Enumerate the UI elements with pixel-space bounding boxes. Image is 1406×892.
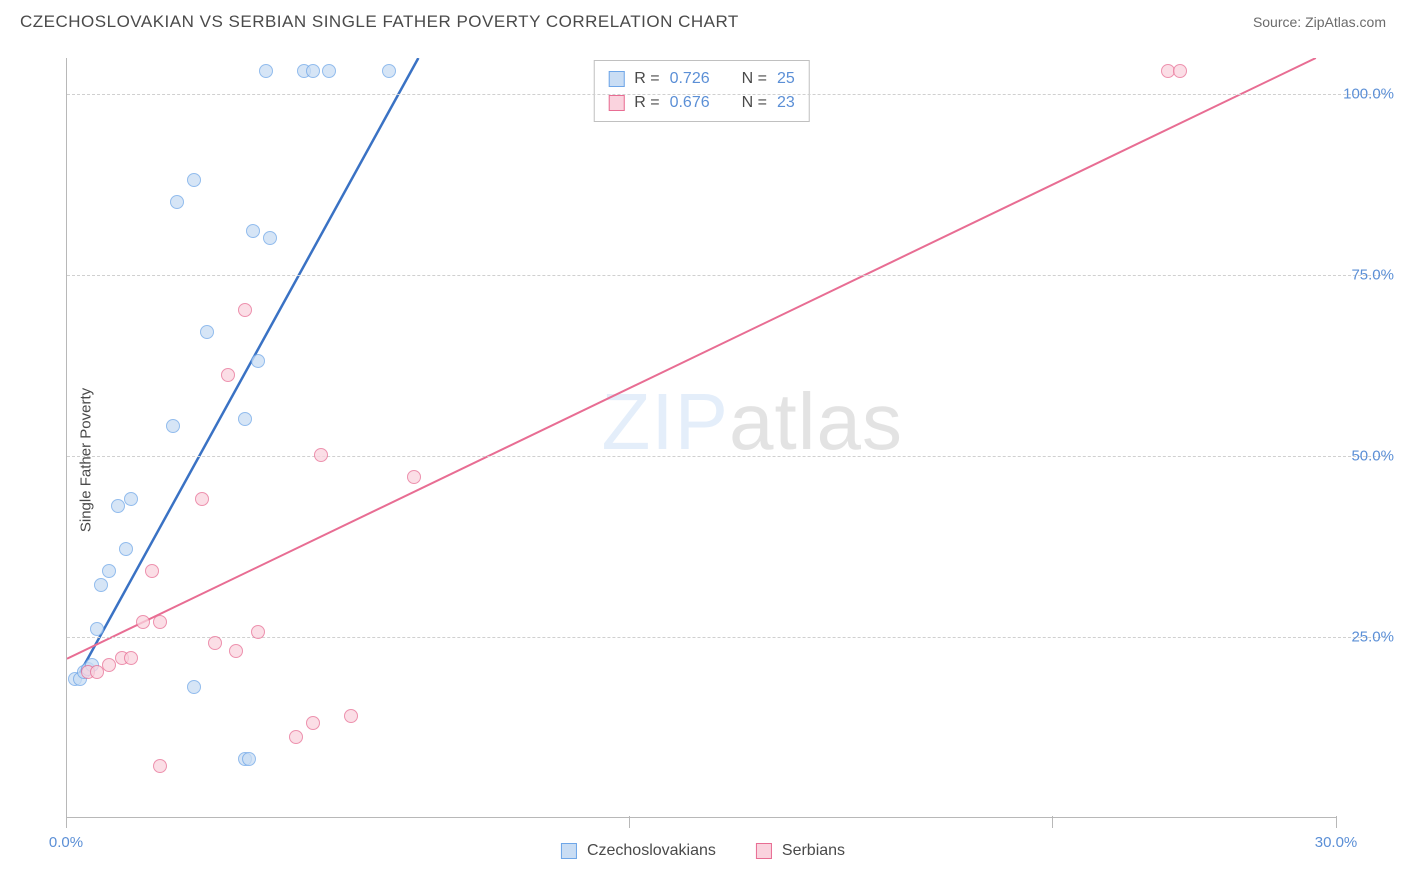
scatter-point [322, 64, 336, 78]
stat-n-label: N = [742, 67, 767, 91]
scatter-point [124, 492, 138, 506]
scatter-point [251, 354, 265, 368]
chart-header: CZECHOSLOVAKIAN VS SERBIAN SINGLE FATHER… [0, 0, 1406, 40]
legend-swatch-czech [561, 843, 577, 859]
scatter-point [263, 231, 277, 245]
scatter-point [124, 651, 138, 665]
gridline-h [67, 456, 1386, 457]
legend-label-czech: Czechoslovakians [587, 842, 716, 860]
scatter-point [94, 578, 108, 592]
scatter-point [259, 64, 273, 78]
scatter-point [238, 412, 252, 426]
scatter-point [200, 325, 214, 339]
stat-r-czech: 0.726 [670, 67, 710, 91]
scatter-point [187, 173, 201, 187]
plot-area: ZIPatlas R = 0.726 N = 25 R = 0.676 N = … [66, 58, 1336, 818]
scatter-point [136, 615, 150, 629]
scatter-point [306, 64, 320, 78]
scatter-point [407, 470, 421, 484]
stats-row-czech: R = 0.726 N = 25 [608, 67, 795, 91]
y-tick-label: 25.0% [1351, 629, 1394, 646]
scatter-point [102, 658, 116, 672]
legend-swatch-serb [756, 843, 772, 859]
chart-title: CZECHOSLOVAKIAN VS SERBIAN SINGLE FATHER… [20, 12, 739, 32]
x-tick-label: 30.0% [1315, 834, 1358, 851]
trend-lines [67, 58, 1337, 818]
scatter-point [1173, 64, 1187, 78]
scatter-point [251, 625, 265, 639]
scatter-point [344, 709, 358, 723]
trend-line [80, 58, 419, 673]
scatter-point [153, 615, 167, 629]
scatter-point [229, 644, 243, 658]
stat-n-czech: 25 [777, 67, 795, 91]
scatter-point [90, 622, 104, 636]
source-attribution: Source: ZipAtlas.com [1253, 14, 1386, 30]
scatter-point [90, 665, 104, 679]
scatter-point [195, 492, 209, 506]
scatter-point [246, 224, 260, 238]
scatter-point [170, 195, 184, 209]
legend-item-serb: Serbians [756, 842, 845, 860]
gridline-h [67, 94, 1386, 95]
scatter-point [166, 419, 180, 433]
scatter-point [289, 730, 303, 744]
legend-item-czech: Czechoslovakians [561, 842, 716, 860]
y-tick-label: 100.0% [1343, 86, 1394, 103]
scatter-point [208, 636, 222, 650]
y-tick-label: 75.0% [1351, 267, 1394, 284]
x-tick-mark [66, 816, 67, 828]
scatter-point [145, 564, 159, 578]
scatter-point [102, 564, 116, 578]
legend-bottom: Czechoslovakians Serbians [561, 842, 845, 860]
x-tick-mark [1052, 816, 1053, 828]
scatter-point [187, 680, 201, 694]
scatter-point [314, 448, 328, 462]
stats-legend-box: R = 0.726 N = 25 R = 0.676 N = 23 [593, 60, 810, 122]
scatter-point [119, 542, 133, 556]
x-tick-label: 0.0% [49, 834, 83, 851]
scatter-point [242, 752, 256, 766]
x-tick-mark [1336, 816, 1337, 828]
legend-label-serb: Serbians [782, 842, 845, 860]
scatter-point [306, 716, 320, 730]
scatter-point [238, 303, 252, 317]
scatter-point [221, 368, 235, 382]
stat-r-label: R = [634, 67, 659, 91]
scatter-point [153, 759, 167, 773]
chart-container: Single Father Poverty ZIPatlas R = 0.726… [20, 48, 1386, 872]
gridline-h [67, 275, 1386, 276]
swatch-czech [608, 71, 624, 87]
y-tick-label: 50.0% [1351, 448, 1394, 465]
scatter-point [111, 499, 125, 513]
scatter-point [382, 64, 396, 78]
x-tick-mark [629, 816, 630, 828]
gridline-h [67, 637, 1386, 638]
swatch-serb [608, 95, 624, 111]
